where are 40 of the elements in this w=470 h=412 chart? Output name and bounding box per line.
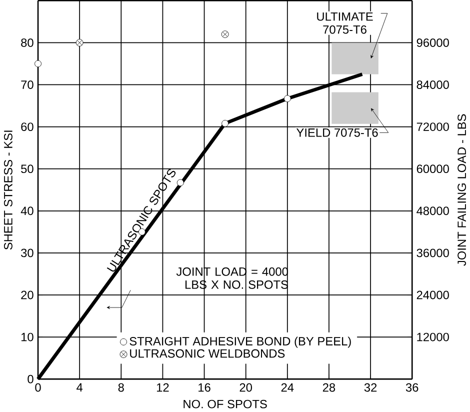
y-tick-label: 30: [21, 248, 34, 258]
y2-axis-title: JOINT FAILING LOAD - LBS: [458, 114, 466, 266]
y2-tick-label: 48000: [416, 206, 449, 215]
band-label: ULTIMATE 7075-T6: [317, 12, 373, 34]
y2-tick-label: 12000: [417, 332, 449, 342]
band-label: YIELD 7075-T6: [296, 128, 378, 137]
x-axis-title: NO. OF SPOTS: [184, 400, 267, 408]
y-tick-label: 70: [21, 80, 34, 89]
point: [176, 179, 184, 186]
x-tick-label: 20: [240, 383, 252, 392]
x-tick-label: 28: [322, 383, 336, 392]
legend-label: ULTRASONIC WELDBONDS: [130, 349, 285, 358]
y-tick-label: 80: [21, 38, 34, 47]
x-tick-label: 0: [35, 383, 41, 392]
y2-tick-label: 84000: [416, 80, 449, 89]
point: [284, 95, 291, 102]
y-tick-label: 50: [21, 164, 34, 173]
y-tick-label: 0: [28, 374, 34, 384]
x-tick-label: 4: [76, 383, 83, 392]
y2-tick-label: 36000: [416, 248, 449, 258]
y-axis-title: SHEET STRESS - KSI: [4, 130, 12, 250]
y2-tick-label: 24000: [416, 290, 449, 300]
y-tick-label: 10: [21, 332, 34, 342]
point: [222, 120, 229, 127]
y2-tick-label: 72000: [416, 122, 449, 131]
x-tick-label: 36: [406, 383, 418, 392]
y-tick-label: 60: [21, 122, 34, 131]
x-tick-label: 8: [118, 383, 124, 392]
x-tick-label: 24: [281, 383, 294, 392]
x-tick-label: 16: [198, 383, 210, 392]
x-tick-label: 12: [156, 383, 169, 392]
point: [76, 38, 84, 46]
y-tick-label: 20: [21, 290, 34, 300]
point: [221, 30, 229, 38]
y-tick-label: 40: [20, 206, 34, 215]
y2-tick-label: 96000: [416, 38, 449, 47]
y2-tick-label: 60000: [416, 164, 449, 173]
x-tick-label: 32: [364, 383, 377, 392]
legend-label: STRAIGHT ADHESIVE BOND (BY PEEL): [130, 336, 351, 348]
point: [34, 60, 42, 68]
